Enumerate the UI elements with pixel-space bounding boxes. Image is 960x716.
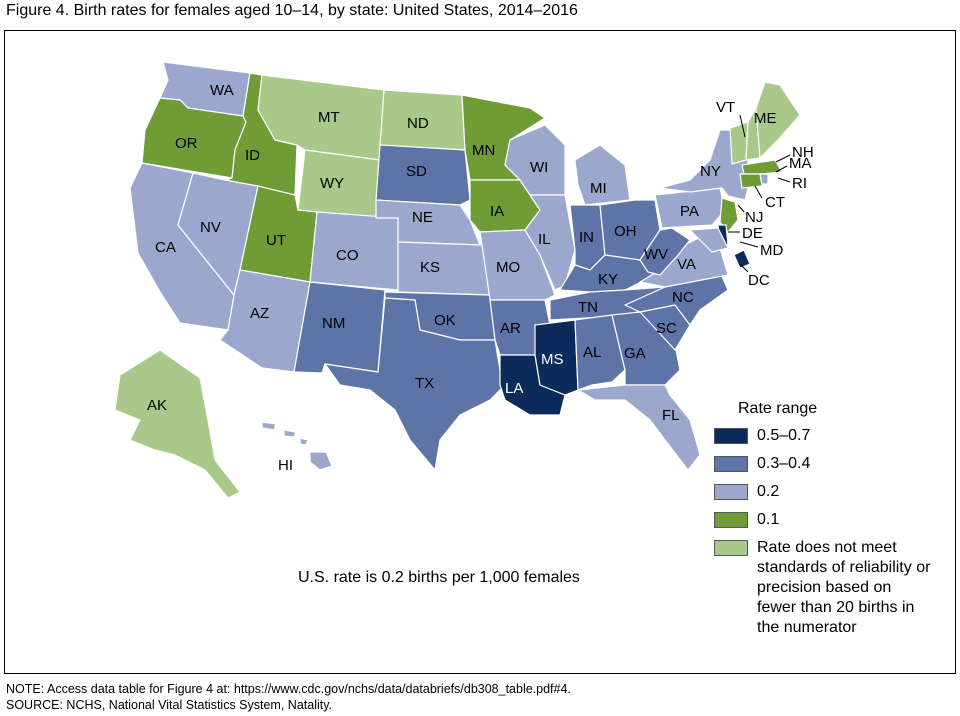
state-label-ok: OK: [434, 312, 456, 329]
state-nj: [719, 197, 739, 233]
legend-label: 0.5–0.7: [757, 427, 811, 444]
legend-label: Rate does not meet standards of reliabil…: [757, 539, 931, 636]
state-label-oh: OH: [614, 223, 637, 240]
state-mi: [574, 144, 631, 206]
state-label-wv: WV: [644, 246, 668, 263]
state-label-ky: KY: [598, 271, 618, 288]
state-tx: [324, 297, 506, 471]
state-fl: [577, 384, 701, 471]
state-label-fl: FL: [662, 407, 680, 424]
source-line: SOURCE: NCHS, National Vital Statistics …: [6, 698, 333, 712]
legend-swatch: [714, 540, 748, 556]
state-label-sc: SC: [656, 320, 677, 337]
state-ct: [739, 173, 763, 189]
state-wv: [639, 227, 691, 276]
state-label-ms: MS: [541, 351, 564, 368]
state-md: [689, 227, 729, 253]
legend-label: 0.2: [757, 483, 780, 500]
state-label-ca: CA: [155, 239, 176, 256]
state-label-ny: NY: [700, 163, 721, 180]
legend: Rate range 0.5–0.7 0.3–0.4 0.2 0.1 Rate does…: [714, 400, 944, 646]
state-me: [755, 81, 801, 159]
state-hi: [261, 421, 333, 471]
state-label-ak: AK: [147, 397, 167, 414]
figure-title: Figure 4. Birth rates for females aged 1…: [6, 2, 578, 19]
us-rate-annotation: U.S. rate is 0.2 births per 1,000 female…: [298, 569, 580, 586]
state-label-mt: MT: [318, 109, 340, 126]
legend-item: 0.5–0.7: [714, 426, 944, 446]
state-label-ri: RI: [792, 175, 807, 192]
state-dc: [733, 249, 751, 269]
state-label-de: DE: [742, 225, 763, 242]
state-label-nh: NH: [792, 144, 814, 161]
state-vt: [729, 121, 749, 165]
state-label-ma: MA: [789, 155, 812, 172]
state-label-az: AZ: [250, 305, 269, 322]
state-label-nc: NC: [672, 289, 694, 306]
legend-item: 0.2: [714, 482, 944, 502]
state-label-ut: UT: [266, 232, 286, 249]
legend-title: Rate range: [738, 400, 818, 417]
state-label-mn: MN: [472, 142, 495, 159]
state-label-ne: NE: [412, 209, 433, 226]
state-label-il: IL: [538, 231, 551, 248]
state-label-or: OR: [175, 135, 198, 152]
state-label-sd: SD: [406, 163, 427, 180]
state-label-ct: CT: [765, 194, 785, 211]
state-label-nd: ND: [407, 115, 429, 132]
note-line: NOTE: Access data table for Figure 4 at:…: [6, 682, 571, 696]
state-label-me: ME: [754, 110, 777, 127]
state-label-md: MD: [760, 242, 783, 259]
state-label-nm: NM: [322, 315, 345, 332]
legend-label: 0.1: [757, 511, 780, 528]
state-label-vt: VT: [716, 99, 735, 116]
state-label-wa: WA: [210, 82, 234, 99]
state-label-al: AL: [583, 344, 601, 361]
footnotes: NOTE: Access data table for Figure 4 at:…: [6, 681, 571, 713]
state-label-hi: HI: [278, 457, 293, 474]
state-ks: [397, 241, 491, 296]
state-label-nv: NV: [200, 219, 221, 236]
state-label-ks: KS: [420, 259, 440, 276]
legend-label: 0.3–0.4: [757, 455, 811, 472]
state-sd: [375, 144, 471, 206]
legend-item: Rate does not meet standards of reliabil…: [714, 538, 944, 638]
state-label-tn: TN: [578, 299, 598, 316]
state-label-va: VA: [677, 256, 696, 273]
legend-item: 0.3–0.4: [714, 454, 944, 474]
state-ma: [741, 159, 783, 175]
state-label-mo: MO: [496, 259, 520, 276]
state-label-la: LA: [505, 380, 523, 397]
legend-swatch: [714, 456, 748, 472]
map-frame: [4, 30, 956, 674]
state-label-id: ID: [245, 147, 260, 164]
state-label-in: IN: [579, 229, 594, 246]
legend-swatch: [714, 428, 748, 444]
state-il: [524, 194, 576, 291]
state-label-tx: TX: [415, 375, 434, 392]
state-label-wi: WI: [530, 159, 548, 176]
state-label-mi: MI: [590, 180, 607, 197]
state-label-ia: IA: [490, 203, 504, 220]
state-label-nj: NJ: [745, 209, 763, 226]
legend-swatch: [714, 484, 748, 500]
state-label-dc: DC: [748, 272, 770, 289]
state-label-wy: WY: [320, 175, 344, 192]
state-label-co: CO: [336, 247, 359, 264]
legend-item: 0.1: [714, 510, 944, 530]
state-label-pa: PA: [680, 203, 699, 220]
label-leader-lines: [728, 114, 791, 273]
legend-swatch: [714, 512, 748, 528]
state-label-ar: AR: [500, 320, 521, 337]
state-label-ga: GA: [624, 345, 646, 362]
state-ak: [114, 349, 241, 499]
